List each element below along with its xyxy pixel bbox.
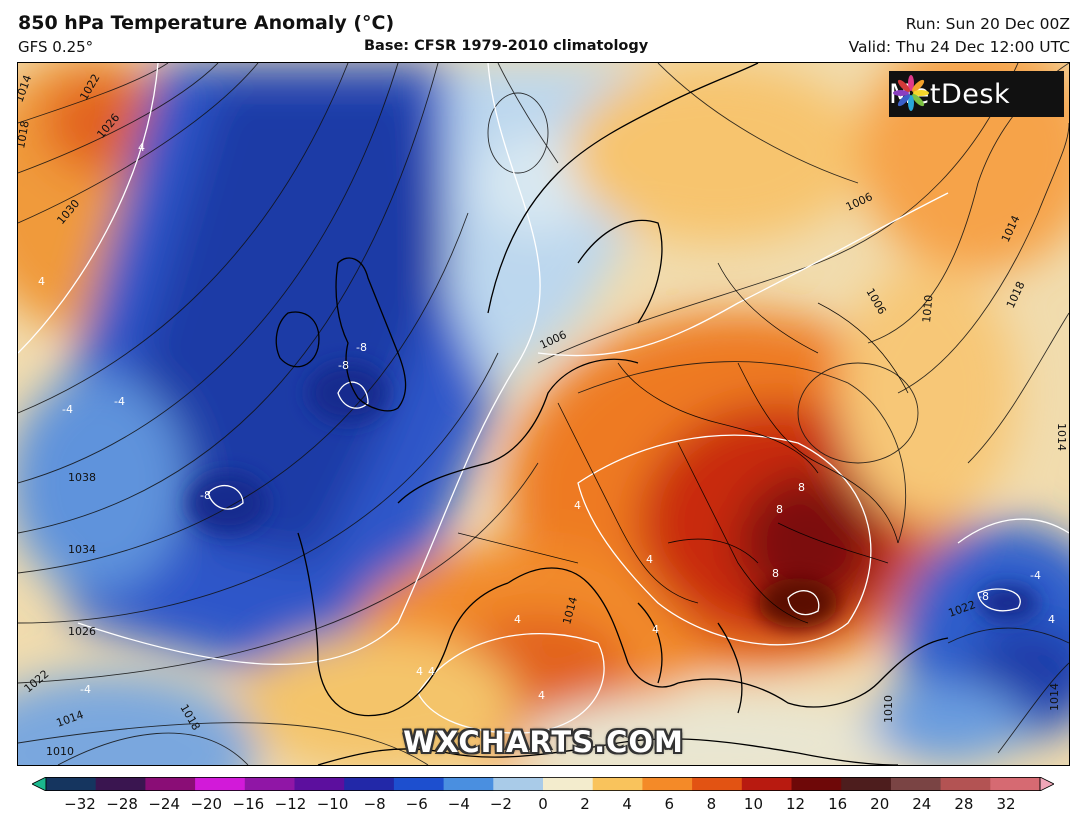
- anomaly-field: [18, 63, 1069, 765]
- anomaly-label: 4: [652, 623, 659, 636]
- colorbar-tick-label: 6: [664, 795, 675, 813]
- colorbar-tick-label: 20: [870, 795, 890, 813]
- colorbar-segment: [990, 777, 1041, 791]
- anomaly-label: 4: [428, 665, 435, 678]
- colorbar-frame: [45, 777, 1041, 791]
- run-time-label: Run: Sun 20 Dec 00Z: [905, 15, 1070, 33]
- colorbar-tick-label: −8: [363, 795, 386, 813]
- colorbar-tick-label: 32: [996, 795, 1016, 813]
- colorbar-segment: [543, 777, 594, 791]
- colorbar-segment: [145, 777, 196, 791]
- anomaly-label: 4: [646, 553, 653, 566]
- anomaly-label: 4: [416, 665, 423, 678]
- anomaly-label: -4: [1030, 569, 1041, 582]
- anomaly-label: 8: [776, 503, 783, 516]
- anomaly-label: -8: [978, 590, 989, 603]
- colorbar-tick-label: −24: [148, 795, 180, 813]
- watermark: WXCHARTS.COM: [403, 725, 684, 759]
- colorbar-tick-label: −4: [447, 795, 470, 813]
- colorbar-tick-label: 10: [743, 795, 763, 813]
- isobar-label: 1014: [1055, 423, 1068, 451]
- colorbar-segment: [195, 777, 246, 791]
- colorbar-tick-label: −28: [106, 795, 138, 813]
- anomaly-label: -4: [80, 683, 91, 696]
- colorbar-tick-label: −6: [405, 795, 428, 813]
- colorbar-tick-label: −32: [64, 795, 96, 813]
- isobar-label: 1010: [46, 745, 74, 758]
- chart-title: 850 hPa Temperature Anomaly (°C): [18, 12, 395, 34]
- isobar-label: 1034: [68, 543, 96, 556]
- colorbar-tick-label: 12: [785, 795, 806, 813]
- anomaly-label: 4: [538, 689, 545, 702]
- colorbar-segment: [46, 777, 97, 791]
- colorbar-tick-label: −12: [274, 795, 307, 813]
- colorbar-segment: [294, 777, 345, 791]
- colorbar-segment: [642, 777, 693, 791]
- anomaly-label: 4: [38, 275, 45, 288]
- isobar-label: 1038: [68, 471, 96, 484]
- anomaly-label: -4: [114, 395, 125, 408]
- colorbar-segment: [95, 777, 146, 791]
- isobar-label: 1010: [882, 695, 895, 723]
- colorbar-segment: [393, 777, 445, 791]
- colorbar-tick-label: 16: [828, 795, 848, 813]
- anomaly-label: 4: [514, 613, 521, 626]
- anomaly-label-group: 4 4 -4 -8 -8 -4 -8 -4 -4 4 4 4 4 4 4 8 8…: [38, 141, 1055, 702]
- coastlines: [275, 63, 949, 765]
- colorbar-tick-label: 4: [622, 795, 632, 813]
- model-label: GFS 0.25°: [18, 38, 94, 56]
- colorbar-segment: [890, 777, 942, 791]
- anomaly-contours: [18, 63, 1069, 734]
- anomaly-label: 4: [574, 499, 581, 512]
- colorbar-max-arrow: [1039, 777, 1054, 791]
- colorbar-segment: [940, 777, 991, 791]
- colorbar-segment: [443, 777, 494, 791]
- colorbar-tick-labels: −32 −28 −24 −20 −16 −12 −10 −8 −6 −4 −2 0 2 4 6 8 10 12 16…: [0, 795, 1088, 817]
- anomaly-detail: [188, 363, 1038, 628]
- anomaly-label: -8: [200, 489, 211, 502]
- colorbar-segment: [592, 777, 643, 791]
- metdesk-logo: MetDesk: [889, 71, 1064, 117]
- anomaly-label: 8: [798, 481, 805, 494]
- map-canvas: 1014 1022 1026 1018 1030 1038 1034 1026 …: [18, 63, 1069, 765]
- country-borders: [457, 262, 909, 624]
- colorbar-segment: [344, 777, 395, 791]
- isobar-label-group: 1014 1022 1026 1018 1030 1038 1034 1026 …: [18, 72, 1068, 758]
- colorbar-tick-label: 0: [538, 795, 548, 813]
- climatology-base-label: Base: CFSR 1979-2010 climatology: [364, 38, 649, 54]
- colorbar-tick-label: −20: [190, 795, 223, 813]
- colorbar-tick-label: −16: [232, 795, 265, 813]
- anomaly-label: -8: [338, 359, 349, 372]
- anomaly-label: -8: [356, 341, 367, 354]
- isobar-label: 1010: [920, 294, 935, 323]
- colorbar-min-arrow: [32, 777, 47, 791]
- colorbar-tick-label: 2: [580, 795, 590, 813]
- colorbar-segment: [244, 777, 295, 791]
- colorbar-segment: [493, 777, 544, 791]
- anomaly-map[interactable]: 1014 1022 1026 1018 1030 1038 1034 1026 …: [17, 62, 1070, 766]
- anomaly-label: 4: [1048, 613, 1055, 626]
- colorbar-tick-label: 24: [912, 795, 932, 813]
- anomaly-label: -4: [62, 403, 73, 416]
- anomaly-label: 8: [772, 567, 779, 580]
- metdesk-flower-icon: [893, 75, 929, 111]
- colorbar-tick-label: 28: [954, 795, 974, 813]
- colorbar: [32, 777, 1054, 791]
- colorbar-tick-label: −2: [489, 795, 512, 813]
- colorbar-tick-label: 8: [706, 795, 717, 813]
- isobar-label: 1014: [1048, 683, 1061, 711]
- isobar-label: 1026: [68, 625, 96, 638]
- isobar-lines: [18, 63, 1069, 765]
- colorbar-tick-label: −10: [316, 795, 349, 813]
- colorbar-segment: [791, 777, 842, 791]
- colorbar-segment: [841, 777, 892, 791]
- colorbar-segment: [741, 777, 792, 791]
- valid-time-label: Valid: Thu 24 Dec 12:00 UTC: [848, 38, 1070, 56]
- anomaly-label: 4: [138, 141, 145, 154]
- colorbar-segment: [692, 777, 743, 791]
